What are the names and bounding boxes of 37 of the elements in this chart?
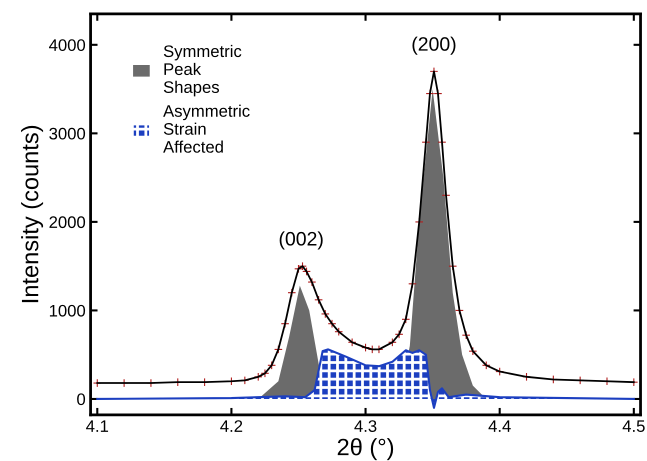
point (348, 338, 356, 347)
y-tick-label: 2000 (49, 216, 86, 228)
point (468, 346, 478, 356)
point (328, 319, 336, 328)
point (274, 345, 283, 354)
point (298, 262, 307, 271)
legend-label: Symmetric Peak Shapes (164, 44, 242, 96)
y-axis-title: Intensity (counts) (21, 126, 44, 302)
point (308, 278, 316, 286)
legend-label: Asymmetric Strain Affected (163, 104, 250, 153)
y-tick-label: 1000 (50, 304, 86, 317)
point (280, 319, 290, 328)
point (495, 367, 504, 376)
annotation: (200) (412, 36, 456, 55)
x-tick-label: 4.2 (220, 420, 242, 432)
x-tick-label: 4.3 (354, 420, 376, 432)
x-tick-label: 4.4 (488, 420, 511, 432)
y-tick-label: 3000 (49, 128, 86, 140)
point (361, 343, 370, 352)
point (287, 288, 296, 298)
point (462, 330, 471, 340)
x-tick-label: 4.5 (622, 420, 645, 432)
point (401, 314, 410, 324)
y-tick-label: 0 (77, 393, 86, 406)
point (267, 360, 276, 370)
y-tick-label: 4000 (49, 39, 86, 52)
x-tick-label: 4.1 (86, 420, 108, 432)
point (320, 310, 330, 318)
point (388, 338, 397, 347)
point (394, 330, 404, 339)
point (334, 327, 344, 336)
point (314, 295, 323, 304)
point (294, 264, 303, 274)
x-axis-title: 2θ (°) (338, 438, 394, 460)
annotation: (002) (280, 231, 323, 250)
point (482, 360, 491, 370)
point (302, 267, 311, 276)
